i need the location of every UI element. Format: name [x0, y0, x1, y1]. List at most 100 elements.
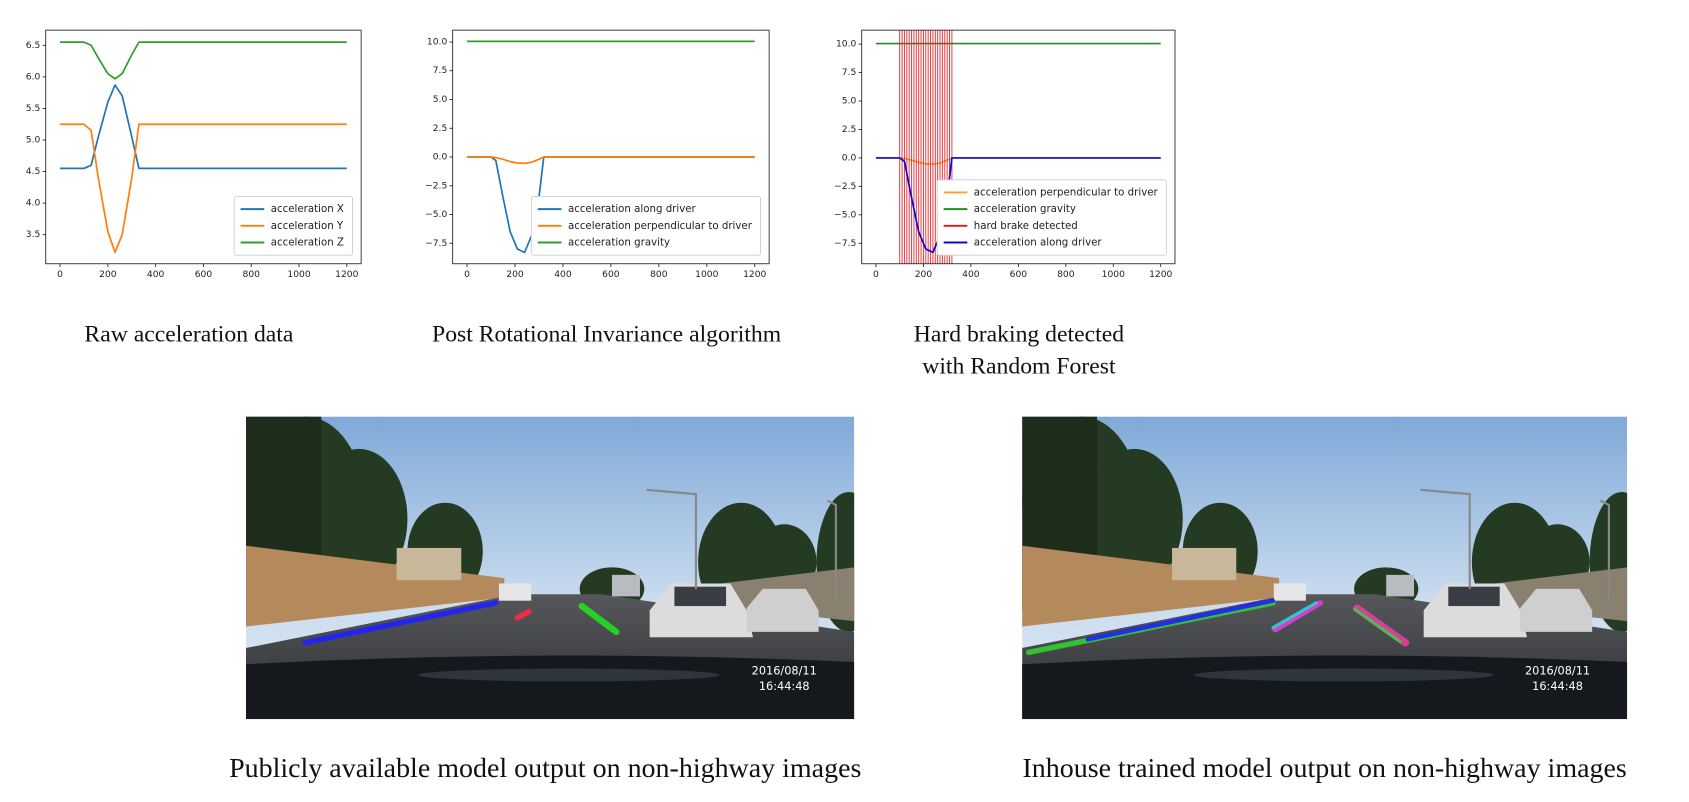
- chart: 0 200 400 600 800 1000 1200 −7.5 −5.0 −2.5 0.0 2.5 5…: [834, 29, 1176, 280]
- house: [396, 547, 462, 581]
- x-tick-label: 200: [506, 270, 524, 280]
- car-small: [1386, 574, 1415, 597]
- legend-frame: [936, 179, 1167, 256]
- x-tick-label: 1000: [1102, 270, 1125, 280]
- x-tick-label: 600: [1010, 270, 1028, 280]
- x-tick-label: 0: [464, 270, 470, 280]
- photo: 2016/08/11 16:44:48: [1022, 416, 1628, 720]
- lamp: [826, 499, 837, 600]
- y-tick-label: 5.0: [26, 135, 41, 145]
- x-tick-label: 800: [650, 270, 668, 280]
- y-tick-label: 5.0: [433, 95, 448, 105]
- y-tick-label: 3.5: [26, 230, 41, 240]
- legend-label: acceleration Y: [271, 221, 344, 232]
- lane-line: [1271, 601, 1318, 630]
- photo-caption: Publicly available model output on non-h…: [229, 753, 861, 784]
- legend-label: acceleration along driver: [974, 237, 1103, 248]
- y-tick-label: 7.5: [842, 68, 857, 78]
- x-tick-label: 800: [1057, 270, 1075, 280]
- legend-label: acceleration gravity: [974, 204, 1076, 215]
- x-tick-label: 600: [602, 270, 620, 280]
- legend-label: acceleration Z: [271, 237, 344, 248]
- hood: [1022, 655, 1628, 720]
- timestamp-time: 16:44:48: [1532, 680, 1583, 693]
- hood-reflection: [418, 668, 720, 682]
- timestamp-date: 2016/08/11: [1525, 665, 1590, 678]
- y-tick-label: 5.5: [26, 104, 41, 114]
- photo-caption: Inhouse trained model output on non-high…: [1022, 753, 1626, 784]
- car-window: [674, 586, 727, 607]
- chart-caption: Post Rotational Invariance algorithm: [432, 321, 782, 347]
- lane-line: [578, 602, 620, 636]
- x-tick-label: 600: [195, 270, 213, 280]
- lane-line: [1353, 604, 1410, 647]
- legend-label: acceleration perpendicular to driver: [568, 221, 753, 232]
- legend-label: acceleration X: [271, 204, 344, 215]
- series-line: [60, 123, 347, 254]
- chart: 0 200 400 600 800 1000 1200 3.5 4.0 4.5 5.0 5.5 6.0 6…: [26, 29, 362, 280]
- x-tick-label: 0: [57, 270, 63, 280]
- car-window: [1448, 586, 1500, 607]
- lamp: [646, 488, 698, 589]
- x-tick-label: 200: [915, 270, 933, 280]
- legend: acceleration along driver acceleration pe…: [530, 196, 761, 256]
- lane-line: [1353, 607, 1402, 644]
- y-tick-label: 2.5: [433, 124, 448, 134]
- y-tick-label: −7.5: [834, 239, 856, 249]
- chart-caption: Hard braking detected: [914, 321, 1124, 347]
- photo-scene: [1022, 416, 1628, 720]
- y-tick-label: −7.5: [425, 239, 447, 249]
- lane-line: [1085, 598, 1276, 642]
- x-tick-label: 400: [147, 270, 165, 280]
- wall: [245, 545, 505, 627]
- photo-scene: [245, 416, 855, 720]
- lane-line: [1272, 600, 1324, 633]
- legend-frame: [530, 196, 761, 256]
- x-tick-label: 1000: [287, 270, 310, 280]
- y-tick-label: −5.0: [425, 210, 447, 220]
- car: [746, 588, 819, 632]
- x-tick-label: 1200: [743, 270, 766, 280]
- x-tick-label: 1200: [1149, 270, 1172, 280]
- y-tick-label: 10.0: [427, 37, 448, 47]
- car: [1520, 588, 1593, 632]
- legend-frame: [233, 196, 353, 256]
- y-tick-label: 6.5: [26, 41, 41, 51]
- y-tick-label: 5.0: [842, 97, 857, 107]
- y-tick-label: −5.0: [834, 210, 856, 220]
- legend-label: acceleration gravity: [568, 237, 670, 248]
- y-tick-label: −2.5: [425, 181, 447, 191]
- x-tick-label: 800: [243, 270, 261, 280]
- tree: [310, 448, 408, 589]
- timestamp-date: 2016/08/11: [752, 665, 817, 678]
- y-tick-label: 10.0: [836, 40, 857, 50]
- lamp: [1420, 488, 1471, 589]
- series-line: [60, 41, 347, 80]
- car-small: [1273, 583, 1306, 601]
- photo: 2016/08/11 16:44:48: [245, 416, 855, 720]
- y-tick-label: 0.0: [842, 153, 857, 163]
- y-tick-label: 4.0: [26, 199, 41, 209]
- legend-label: hard brake detected: [974, 221, 1078, 232]
- car-small: [611, 574, 640, 597]
- lane-line: [302, 600, 499, 646]
- lamp: [1599, 499, 1610, 600]
- x-tick-label: 200: [99, 270, 117, 280]
- lane-line: [514, 608, 532, 621]
- x-tick-label: 400: [554, 270, 572, 280]
- chart-caption: with Random Forest: [922, 354, 1116, 380]
- hood-reflection: [1193, 668, 1494, 682]
- x-tick-label: 400: [962, 270, 980, 280]
- y-tick-label: 4.5: [26, 167, 41, 177]
- wall: [1022, 545, 1280, 627]
- timestamp-time: 16:44:48: [759, 680, 810, 693]
- chart: 0 200 400 600 800 1000 1200 −7.5 −5.0 −2.5 0.0 2.5 5…: [425, 29, 770, 280]
- x-tick-label: 0: [873, 270, 879, 280]
- tree: [1086, 448, 1183, 589]
- legend: acceleration X acceleration Y acceleration…: [233, 196, 353, 256]
- x-tick-label: 1000: [695, 270, 718, 280]
- y-tick-label: 7.5: [433, 66, 448, 76]
- y-tick-label: 0.0: [433, 153, 448, 163]
- house: [1172, 547, 1237, 581]
